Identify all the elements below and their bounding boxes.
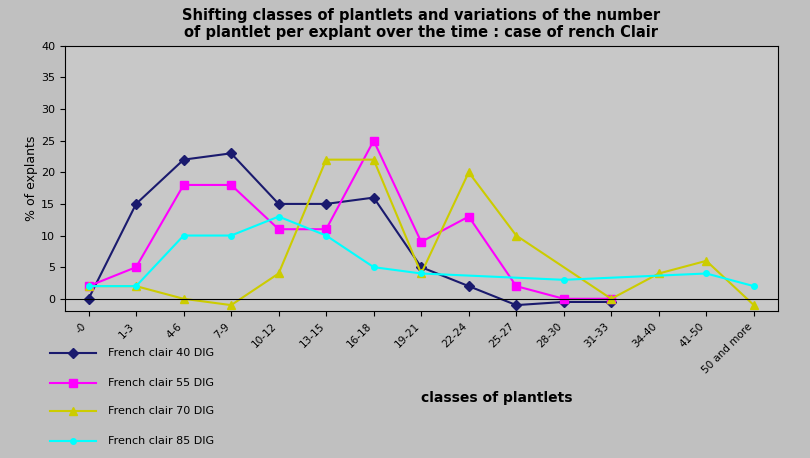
Text: French clair 40 DIG: French clair 40 DIG [109, 349, 215, 359]
Title: Shifting classes of plantlets and variations of the number
of plantlet per expla: Shifting classes of plantlets and variat… [182, 8, 660, 40]
Text: French clair 70 DIG: French clair 70 DIG [109, 406, 215, 416]
Text: classes of plantlets: classes of plantlets [421, 392, 573, 405]
Text: French clair 55 DIG: French clair 55 DIG [109, 378, 214, 388]
Y-axis label: % of explants: % of explants [25, 136, 38, 221]
Text: French clair 85 DIG: French clair 85 DIG [109, 436, 215, 446]
